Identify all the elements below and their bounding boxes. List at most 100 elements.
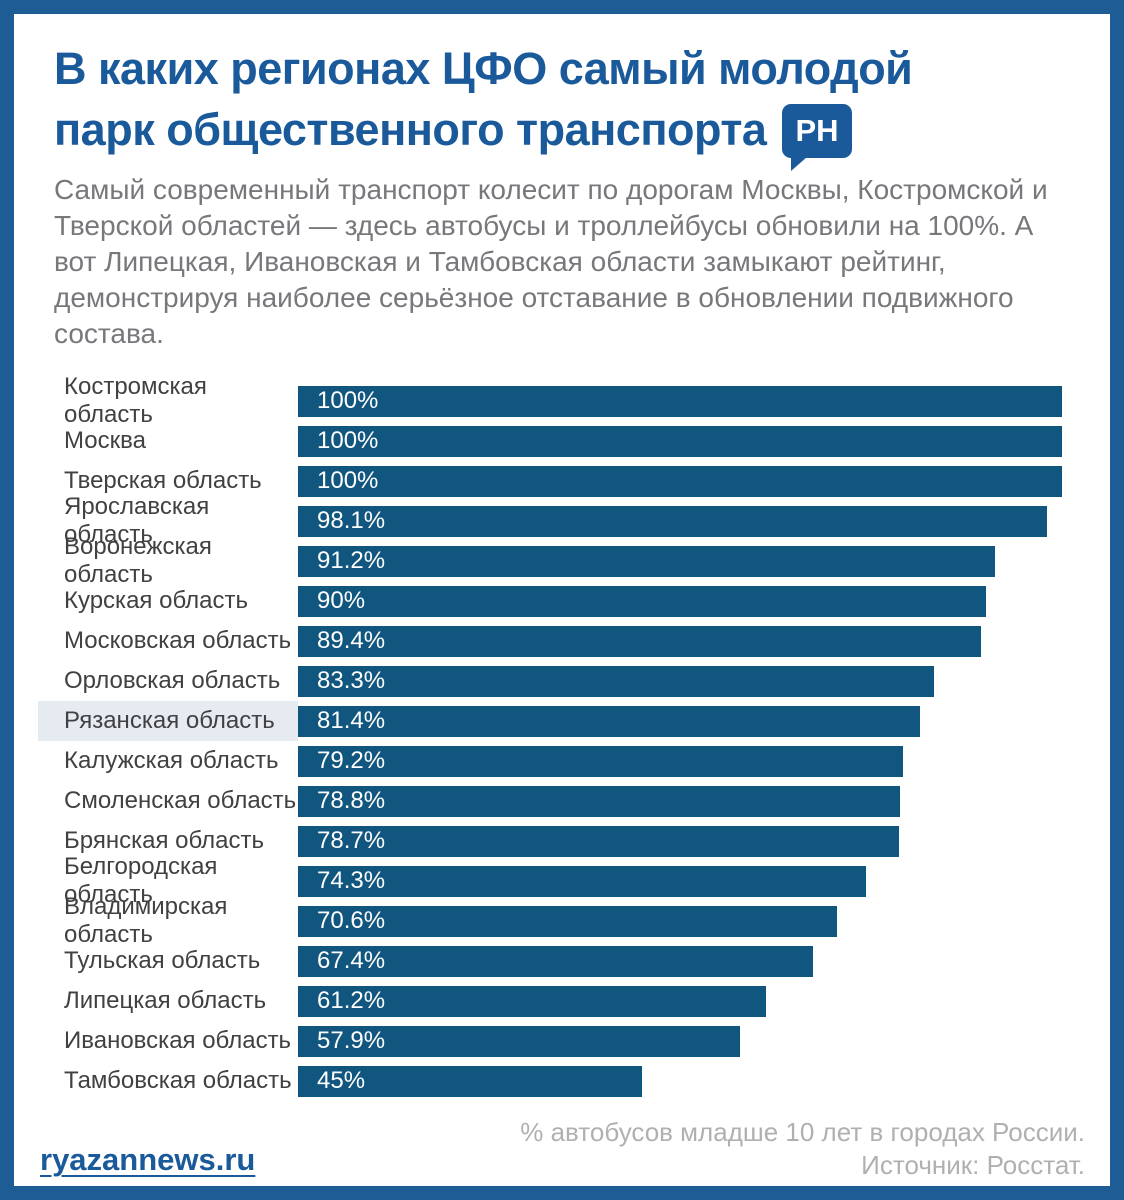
bar-track: 78.8% (298, 781, 1062, 821)
chart-row: Калужская область 79.2% (38, 741, 1062, 781)
bar-value-label: 45% (317, 1067, 366, 1094)
bar-track: 98.1% (298, 501, 1062, 541)
bar-value-label: 79.2% (317, 747, 386, 774)
chart-row: Курская область 90% (38, 581, 1062, 621)
bar-track: 100% (298, 381, 1062, 421)
bar: 90% (298, 585, 986, 617)
bar-value-label: 100% (317, 467, 379, 494)
chart-row: Смоленская область 78.8% (38, 781, 1062, 821)
bar: 98.1% (298, 505, 1048, 537)
intro-paragraph: Самый современный транспорт колесит по д… (54, 174, 1048, 349)
bar: 74.3% (298, 865, 866, 897)
bar: 79.2% (298, 745, 904, 777)
bar: 89.4% (298, 625, 982, 657)
bar-track: 45% (298, 1061, 1062, 1101)
chart-row: Тульская область 67.4% (38, 941, 1062, 981)
region-label: Рязанская область (38, 701, 298, 741)
bar-track: 100% (298, 421, 1062, 461)
bar-value-label: 67.4% (317, 947, 386, 974)
source-note-line-2: Источник: Росстат. (861, 1150, 1085, 1180)
bar-value-label: 83.3% (317, 667, 386, 694)
chart-row: Костромская область 100% (38, 373, 1062, 428)
chart-row: Московская область 89.4% (38, 621, 1062, 661)
chart-row: Белгородская область 74.3% (38, 853, 1062, 908)
chart-row: Владимирская область 70.6% (38, 893, 1062, 948)
bar: 61.2% (298, 985, 766, 1017)
region-label: Орловская область (64, 667, 281, 694)
bar: 78.7% (298, 825, 900, 857)
bar: 100% (298, 425, 1062, 457)
region-label: Липецкая область (64, 987, 267, 1014)
site-link[interactable]: ryazannews.ru (40, 1142, 256, 1177)
bar: 81.4% (298, 705, 920, 737)
page-title: В каких регионах ЦФО самый молодой парк … (54, 38, 1074, 171)
chart-row: Орловская область 83.3% (38, 661, 1062, 701)
bar-track: 57.9% (298, 1021, 1062, 1061)
content-area: В каких регионах ЦФО самый молодой парк … (14, 14, 1110, 1186)
region-label: Курская область (64, 587, 248, 614)
bar-track: 83.3% (298, 661, 1062, 701)
bar: 100% (298, 465, 1062, 497)
bar-value-label: 98.1% (317, 507, 386, 534)
region-label: Владимирская область (64, 893, 228, 948)
chart-row: Тверская область 100% (38, 461, 1062, 501)
bar-track: 100% (298, 461, 1062, 501)
bar-value-label: 100% (317, 427, 379, 454)
bar-track: 79.2% (298, 741, 1062, 781)
bar-rows: Костромская область 100% Москва 100% Тверска… (38, 373, 1062, 1101)
bar: 91.2% (298, 545, 995, 577)
bar-track: 61.2% (298, 981, 1062, 1021)
bar-value-label: 70.6% (317, 907, 386, 934)
source-note-line-1: % автобусов младше 10 лет в городах Росс… (520, 1117, 1085, 1147)
bar-value-label: 81.4% (317, 707, 386, 734)
bar-value-label: 90% (317, 587, 366, 614)
chart-row: Рязанская область 81.4% (38, 701, 1062, 741)
region-label: Тамбовская область (64, 1067, 292, 1094)
bar-track: 81.4% (298, 701, 1062, 741)
bar-value-label: 61.2% (317, 987, 386, 1014)
bar-track: 89.4% (298, 621, 1062, 661)
bar-track: 91.2% (298, 541, 1062, 581)
bar: 45% (298, 1065, 642, 1097)
bar-value-label: 89.4% (317, 627, 386, 654)
bar-value-label: 100% (317, 387, 379, 414)
bar: 78.8% (298, 785, 901, 817)
bar: 70.6% (298, 905, 838, 937)
region-label: Тульская область (64, 947, 261, 974)
region-label: Тверская область (64, 467, 262, 494)
bar-track: 74.3% (298, 861, 1062, 901)
chart-row: Воронежская область 91.2% (38, 533, 1062, 588)
chart-row: Брянская область 78.7% (38, 821, 1062, 861)
title-line-2: парк общественного транспорта РН (54, 99, 1074, 171)
bar-track: 70.6% (298, 901, 1062, 941)
bar: 57.9% (298, 1025, 741, 1057)
region-label: Москва (64, 427, 146, 454)
source-note: % автобусов младше 10 лет в городах Росс… (520, 1116, 1085, 1182)
chart-row: Ивановская область 57.9% (38, 1021, 1062, 1061)
bar-value-label: 91.2% (317, 547, 386, 574)
region-label: Московская область (64, 627, 292, 654)
chart-row: Москва 100% (38, 421, 1062, 461)
bar-chart: Костромская область 100% Москва 100% Тверска… (38, 373, 1062, 1101)
chart-row: Тамбовская область 45% (38, 1061, 1062, 1101)
bar-track: 78.7% (298, 821, 1062, 861)
bar: 67.4% (298, 945, 813, 977)
region-label: Костромская область (64, 373, 207, 428)
chart-row: Липецкая область 61.2% (38, 981, 1062, 1021)
region-label: Калужская область (64, 747, 279, 774)
bar-track: 67.4% (298, 941, 1062, 981)
region-label: Смоленская область (64, 787, 297, 814)
title-line-2-text: парк общественного транспорта (54, 104, 767, 155)
region-label: Воронежская область (64, 533, 212, 588)
region-label: Брянская область (64, 827, 264, 854)
bar-value-label: 57.9% (317, 1027, 386, 1054)
bar: 100% (298, 385, 1062, 417)
title-line-1: В каких регионах ЦФО самый молодой (54, 43, 913, 94)
bar-value-label: 78.7% (317, 827, 386, 854)
bar-track: 90% (298, 581, 1062, 621)
bar-value-label: 78.8% (317, 787, 386, 814)
bar: 83.3% (298, 665, 935, 697)
bar-value-label: 74.3% (317, 867, 386, 894)
rn-logo-badge: РН (782, 104, 852, 171)
